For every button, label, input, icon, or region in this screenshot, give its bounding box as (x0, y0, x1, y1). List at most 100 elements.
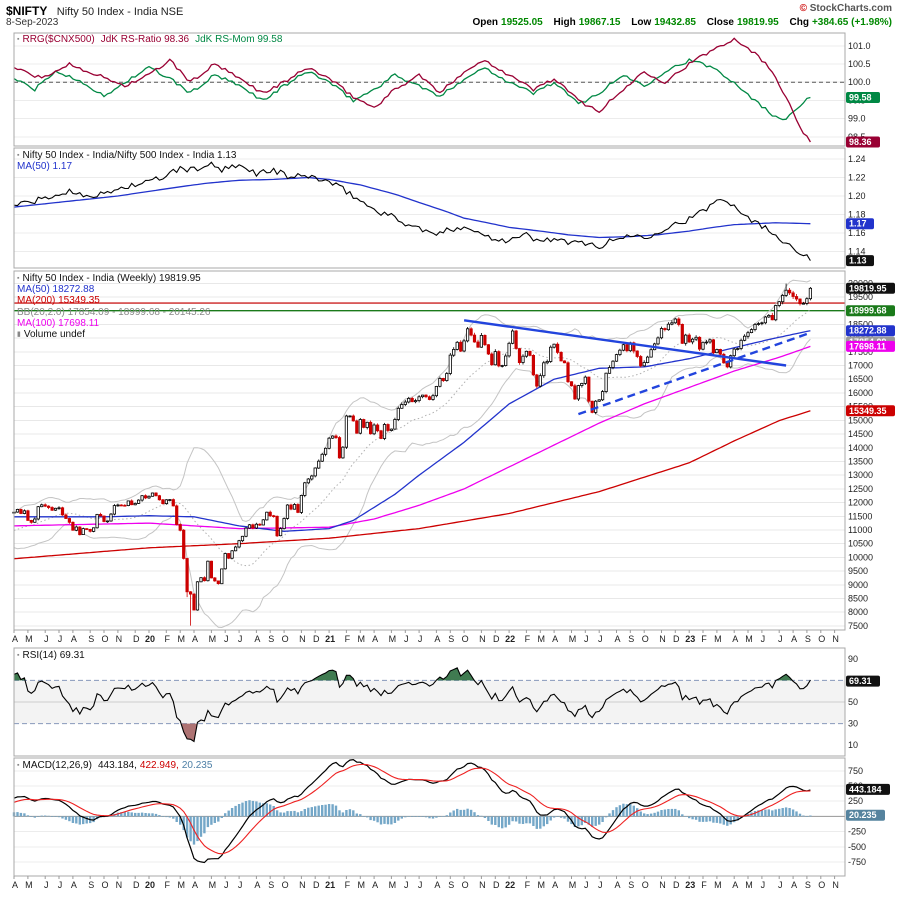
svg-text:S: S (805, 634, 811, 644)
svg-text:750: 750 (848, 766, 863, 776)
svg-text:F: F (165, 634, 171, 644)
close-value: 19819.95 (736, 17, 779, 28)
open-value: 19525.05 (501, 17, 543, 28)
line-chart-icon: ▪ (17, 36, 20, 43)
svg-text:M: M (177, 880, 185, 890)
rsi-legend: ▪ RSI(14) 69.31 (17, 650, 85, 661)
svg-text:18272.88: 18272.88 (849, 326, 887, 336)
svg-text:M: M (358, 634, 366, 644)
svg-text:D: D (673, 880, 680, 890)
macd-title: MACD(12,26,9) (22, 760, 92, 771)
svg-text:J: J (761, 634, 766, 644)
svg-text:1.20: 1.20 (848, 191, 866, 201)
svg-text:8000: 8000 (848, 607, 868, 617)
volume-label: Volume undef (23, 328, 86, 340)
svg-text:8500: 8500 (848, 594, 868, 604)
svg-text:1.24: 1.24 (848, 154, 866, 164)
svg-text:23: 23 (685, 880, 695, 890)
svg-text:F: F (701, 880, 707, 890)
svg-text:1.14: 1.14 (848, 246, 866, 256)
svg-text:J: J (44, 880, 49, 890)
svg-text:M: M (745, 634, 753, 644)
price-legend: ▪ Nifty 50 Index - India (Weekly) 19819.9… (17, 273, 210, 340)
svg-text:J: J (584, 880, 589, 890)
svg-text:M: M (25, 634, 33, 644)
chg-value: +384.65 (+1.98%) (811, 17, 892, 28)
svg-text:J: J (584, 634, 589, 644)
chg-label: Chg (789, 17, 809, 28)
svg-text:1.13: 1.13 (849, 256, 867, 266)
close-label: Close (706, 17, 734, 28)
svg-text:F: F (345, 634, 351, 644)
svg-text:J: J (44, 634, 49, 644)
svg-text:D: D (313, 880, 320, 890)
svg-text:S: S (448, 880, 454, 890)
svg-text:22: 22 (505, 880, 515, 890)
svg-text:10500: 10500 (848, 539, 873, 549)
svg-text:13500: 13500 (848, 457, 873, 467)
svg-text:N: N (659, 634, 666, 644)
rrg-rs-mom-label: JdK RS-Mom 99.58 (195, 34, 283, 45)
svg-text:A: A (71, 634, 77, 644)
svg-text:O: O (642, 634, 649, 644)
svg-text:443.184: 443.184 (849, 784, 882, 794)
svg-text:17698.11: 17698.11 (849, 341, 886, 351)
open-label: Open (472, 17, 499, 28)
svg-text:N: N (832, 634, 839, 644)
svg-text:J: J (418, 634, 423, 644)
svg-text:J: J (58, 634, 63, 644)
macd-legend: ▪ MACD(12,26,9) 443.184, 422.949, 20.235 (17, 760, 212, 771)
svg-text:A: A (434, 634, 440, 644)
svg-text:20.235: 20.235 (849, 810, 877, 820)
svg-text:D: D (493, 634, 500, 644)
ratio-legend: ▪ Nifty 50 Index - India/Nifty 500 Index … (17, 150, 237, 172)
svg-text:J: J (418, 880, 423, 890)
quote-strip: Open 19525.05 High 19867.15 Low 19432.85 Cl… (464, 17, 892, 28)
svg-text:S: S (448, 634, 454, 644)
svg-text:S: S (268, 880, 274, 890)
svg-text:D: D (673, 634, 680, 644)
price-ma200-label: MA(200) 15349.35 (17, 295, 100, 307)
header: $NIFTY Nifty 50 Index - India NSE © Stoc… (6, 2, 896, 18)
price-ma100-label: MA(100) 17698.11 (17, 317, 100, 329)
svg-text:18999.68: 18999.68 (849, 306, 887, 316)
svg-text:N: N (116, 880, 123, 890)
svg-text:O: O (282, 880, 289, 890)
svg-text:A: A (552, 880, 558, 890)
svg-text:M: M (358, 880, 366, 890)
svg-text:J: J (404, 880, 409, 890)
svg-text:50: 50 (848, 697, 858, 707)
svg-text:-750: -750 (848, 857, 866, 867)
svg-text:A: A (12, 634, 18, 644)
svg-text:23: 23 (685, 634, 695, 644)
svg-text:J: J (761, 880, 766, 890)
svg-text:M: M (538, 880, 546, 890)
svg-text:S: S (805, 880, 811, 890)
price-title: Nifty 50 Index - India (Weekly) 19819.95 (22, 273, 201, 284)
svg-text:M: M (209, 634, 217, 644)
svg-text:M: M (389, 880, 397, 890)
svg-text:90: 90 (848, 654, 858, 664)
svg-text:M: M (389, 634, 397, 644)
svg-text:N: N (299, 634, 306, 644)
svg-text:F: F (525, 634, 531, 644)
svg-text:O: O (462, 880, 469, 890)
svg-text:250: 250 (848, 796, 863, 806)
svg-text:16000: 16000 (848, 388, 873, 398)
low-label: Low (631, 17, 652, 28)
svg-text:J: J (224, 880, 229, 890)
price-bb-label: BB(20,2.0) 17854.09 - 18999.68 - 20145.2… (17, 306, 211, 318)
svg-text:J: J (238, 634, 243, 644)
svg-text:-250: -250 (848, 827, 866, 837)
svg-text:21: 21 (325, 880, 335, 890)
svg-text:A: A (192, 880, 198, 890)
high-label: High (553, 17, 576, 28)
svg-text:O: O (818, 880, 825, 890)
svg-text:M: M (714, 880, 722, 890)
svg-text:J: J (598, 634, 603, 644)
svg-text:1.18: 1.18 (848, 210, 866, 220)
svg-text:15000: 15000 (848, 415, 873, 425)
svg-text:F: F (701, 634, 707, 644)
